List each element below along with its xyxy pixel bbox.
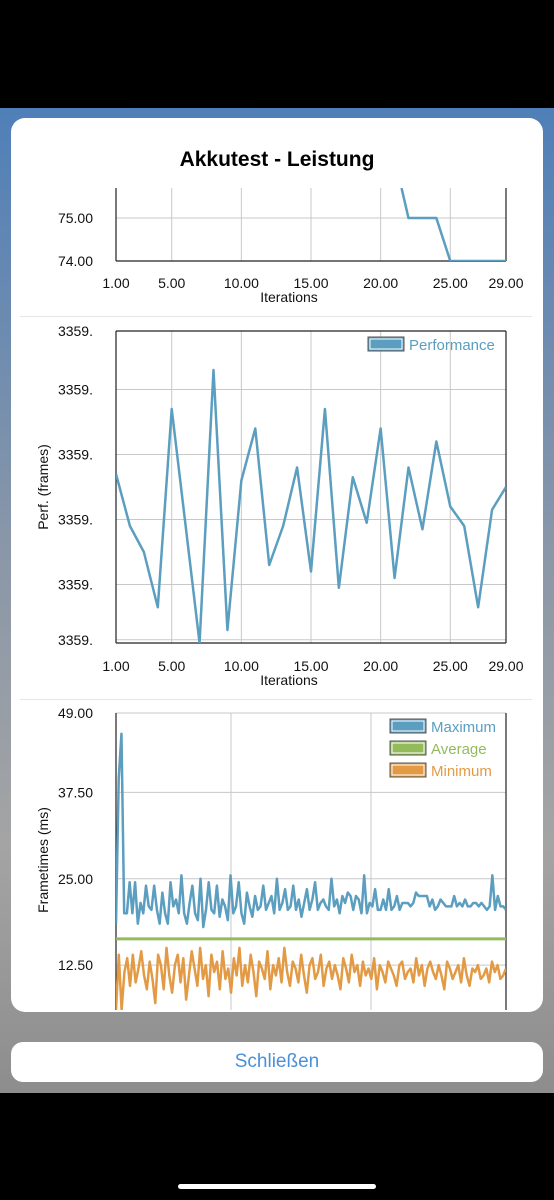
- y-axis-label: Perf. (frames): [35, 444, 51, 530]
- x-tick-label: 15.00: [293, 658, 328, 674]
- temperature-series-line: [400, 188, 506, 261]
- x-tick-label: 10.00: [224, 658, 259, 674]
- x-tick-label: 29.00: [488, 658, 523, 674]
- y-tick-label: 74.00: [58, 253, 93, 269]
- x-tick-label: 25.00: [433, 275, 468, 291]
- results-sheet: [11, 118, 543, 1012]
- y-tick-label: 75.00: [58, 210, 93, 226]
- chart-separator: [20, 316, 532, 317]
- y-tick-label: 3359.: [58, 632, 93, 648]
- x-tick-label: 1.00: [102, 658, 129, 674]
- legend-label: Average: [431, 741, 487, 758]
- y-tick-label: 37.50: [58, 784, 93, 800]
- x-tick-label: 10.00: [224, 275, 259, 291]
- legend-swatch-inner: [391, 720, 425, 732]
- y-tick-label: 3359.: [58, 447, 93, 463]
- frametimes-chart: 49.00 37.50 25.00 12.50 Frametimes (ms) Maxim…: [35, 705, 507, 1010]
- maximum-series-line: [116, 732, 506, 929]
- legend-label: Minimum: [431, 763, 492, 780]
- y-tick-label: 3359.: [58, 577, 93, 593]
- legend-swatch-inner: [369, 338, 403, 350]
- x-tick-label: 20.00: [363, 275, 398, 291]
- legend-swatch-inner: [391, 764, 425, 776]
- performance-chart: 1.00 5.00 10.00 15.00 20.00 25.00 29.00 3359. 33…: [35, 323, 524, 688]
- x-tick-label: 29.00: [488, 275, 523, 291]
- x-axis-label: Iterations: [260, 289, 318, 305]
- y-tick-label: 25.00: [58, 871, 93, 887]
- plot-area: [400, 188, 506, 261]
- dialog-title: Akkutest - Leistung: [179, 148, 375, 171]
- x-tick-label: 20.00: [363, 658, 398, 674]
- y-tick-label: 3359.: [58, 323, 93, 339]
- y-tick-label: 12.50: [58, 957, 93, 973]
- temperature-chart: 1.00 5.00 10.00 15.00 20.00 25.00 29.00 75.00 74…: [58, 188, 524, 305]
- x-tick-label: 5.00: [158, 658, 185, 674]
- x-tick-label: 25.00: [433, 658, 468, 674]
- x-axis-label: Iterations: [260, 672, 318, 688]
- minimum-series-line: [116, 946, 506, 1010]
- x-tick-label: 1.00: [102, 275, 129, 291]
- chart-separator: [20, 699, 532, 700]
- close-button[interactable]: Schließen: [11, 1042, 543, 1082]
- legend-label: Maximum: [431, 719, 496, 736]
- y-tick-label: 3359.: [58, 512, 93, 528]
- y-axis-label: Frametimes (ms): [35, 807, 51, 913]
- y-tick-label: 49.00: [58, 705, 93, 721]
- legend-label: Performance: [409, 337, 495, 354]
- y-tick-label: 3359.: [58, 382, 93, 398]
- performance-series-line: [116, 368, 506, 643]
- plot-area: [116, 368, 506, 643]
- home-indicator: [178, 1184, 376, 1189]
- x-tick-label: 5.00: [158, 275, 185, 291]
- plot-area: [116, 732, 506, 1010]
- legend-swatch-inner: [391, 742, 425, 754]
- x-tick-label: 15.00: [293, 275, 328, 291]
